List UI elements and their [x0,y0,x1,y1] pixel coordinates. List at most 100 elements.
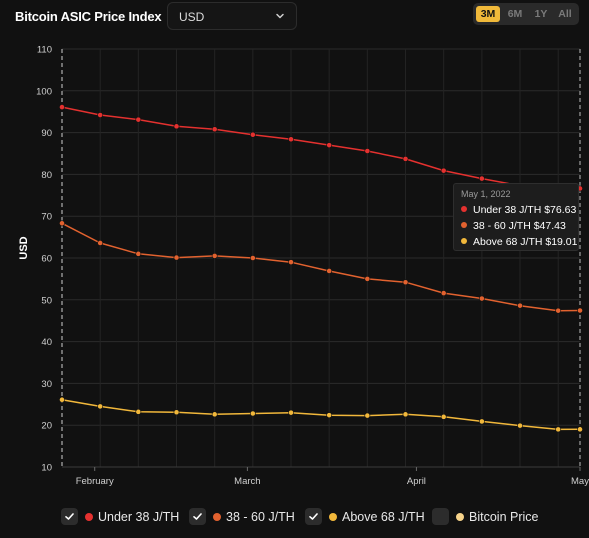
data-point [577,307,583,314]
legend-label: 38 - 60 J/TH [226,510,295,524]
legend-label: Bitcoin Price [469,510,539,524]
data-point [135,408,142,415]
check-icon [309,513,318,520]
y-tick-label: 50 [41,295,52,306]
chevron-down-icon [276,13,284,19]
data-point [440,290,447,297]
y-axis-label: USD [18,236,30,259]
data-point [555,426,562,433]
check-icon [65,513,74,520]
tooltip-row-value: $19.01 [545,236,578,248]
legend-checkbox[interactable] [305,508,322,525]
series-color-dot [461,238,467,244]
data-point [402,279,409,286]
range-button-6m[interactable]: 6M [507,8,523,20]
chart-tooltip: May 1, 2022 Under 38 J/TH $76.63 38 - 60… [453,183,579,251]
range-button-all[interactable]: All [558,8,572,20]
tooltip-row-label: Under 38 J/TH [473,204,542,216]
legend-label: Above 68 J/TH [342,510,425,524]
range-button-3m[interactable]: 3M [476,6,500,22]
data-point [173,254,180,261]
data-point [211,411,218,418]
data-point [288,136,294,143]
legend-item-bitcoin-price[interactable]: Bitcoin Price [432,507,542,527]
tooltip-row-label: Above 68 J/TH [473,236,543,248]
tooltip-row: 38 - 60 J/TH $47.43 [461,219,566,233]
data-point [288,259,294,266]
data-point [326,142,333,149]
currency-value: USD [179,10,205,24]
tooltip-row-label: 38 - 60 J/TH [473,220,531,232]
data-point [364,412,371,419]
legend-color-dot [456,513,464,521]
data-point [478,175,485,182]
series-color-dot [461,222,467,228]
data-point [211,126,218,133]
x-tick-label: April [407,476,426,487]
data-point [135,250,142,257]
y-tick-label: 90 [41,128,52,139]
data-point [440,413,447,420]
data-point [555,307,562,314]
data-point [326,412,333,419]
legend-label: Under 38 J/TH [98,510,180,524]
tooltip-row-value: $76.63 [544,204,577,216]
check-icon [193,513,202,520]
legend-item-under-38[interactable]: Under 38 J/TH [61,507,180,527]
data-point [440,167,447,174]
y-tick-label: 40 [41,337,52,348]
y-tick-label: 100 [36,86,52,97]
legend-color-dot [85,513,93,521]
y-tick-label: 10 [41,463,52,474]
data-point [478,418,485,425]
y-tick-label: 110 [37,45,52,56]
data-point [211,253,218,259]
legend-checkbox[interactable] [61,508,78,525]
data-point [249,255,256,261]
data-point [517,302,523,309]
data-point [59,396,65,403]
data-point [326,268,333,274]
x-tick-label: February [76,476,114,487]
currency-select[interactable]: USD [167,2,297,30]
x-tick-label: May [571,476,589,487]
y-tick-label: 80 [41,170,52,181]
price-index-chart: 10 20 30 40 50 60 70 80 90 100 110 February March Apr… [18,45,589,488]
data-point [364,148,371,154]
tooltip-row-value: $47.43 [533,220,566,232]
y-tick-label: 60 [41,254,52,265]
tooltip-row: Under 38 J/TH $76.63 [461,203,576,217]
data-point [402,156,409,162]
data-point [249,131,256,138]
data-point [97,112,104,118]
time-range-selector: 3M 6M 1Y All [473,3,579,25]
y-tick-label: 20 [41,421,52,432]
legend-checkbox[interactable] [189,508,206,525]
data-point [59,104,65,111]
data-point [364,275,371,282]
data-point [517,422,523,429]
chart-title: Bitcoin ASIC Price Index [15,9,162,24]
data-point [173,123,180,130]
y-tick-label: 30 [41,379,52,390]
data-point [249,410,256,417]
legend-item-38-60[interactable]: 38 - 60 J/TH [189,507,295,527]
data-point [288,409,294,416]
series-color-dot [461,206,467,212]
legend-checkbox[interactable] [432,508,449,525]
legend-color-dot [329,513,337,521]
data-point [135,116,142,123]
data-point [478,295,485,302]
data-point [97,403,104,410]
data-point [59,220,65,227]
legend-color-dot [213,513,221,521]
y-tick-label: 70 [41,212,52,223]
legend-item-above-68[interactable]: Above 68 J/TH [305,507,425,527]
x-tick-label: March [234,476,260,487]
tooltip-row: Above 68 J/TH $19.01 [461,235,578,249]
tooltip-date: May 1, 2022 [461,189,511,199]
data-point [97,240,104,246]
range-button-1y[interactable]: 1Y [534,8,548,20]
data-point [577,426,583,433]
data-point [402,411,409,418]
